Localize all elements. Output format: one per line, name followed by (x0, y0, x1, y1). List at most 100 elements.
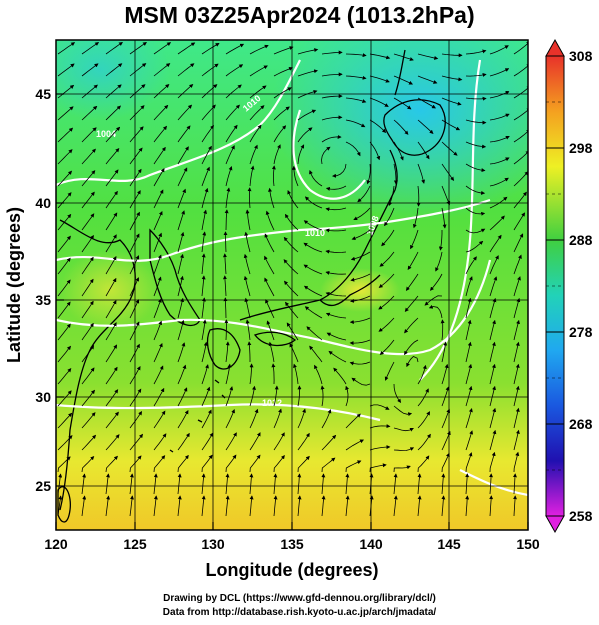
streamline-arrow (153, 276, 162, 297)
streamline-arrow (441, 341, 448, 363)
streamline-arrow (105, 411, 119, 429)
streamline-arrow (223, 297, 228, 319)
streamline-arrow (105, 126, 121, 143)
streamline-arrow (349, 339, 371, 346)
streamline-arrow (177, 473, 182, 495)
streamline-arrow (225, 64, 244, 77)
streamline-arrow (177, 454, 189, 473)
streamline-arrow (273, 125, 287, 143)
streamline-arrow (247, 187, 252, 209)
streamline-arrow (57, 301, 71, 319)
streamline-arrow (291, 165, 299, 187)
streamline-arrow (225, 124, 238, 143)
y-tick-label: 25 (35, 478, 51, 494)
streamline-arrow (129, 299, 140, 319)
streamline-arrow (345, 141, 361, 157)
x-tick-label: 135 (280, 536, 304, 552)
colorbar-tick-label: 288 (569, 232, 593, 248)
streamline-arrow (379, 339, 395, 356)
streamline-arrow (81, 63, 99, 77)
streamline-arrow (57, 235, 71, 253)
streamline-arrow (153, 298, 162, 319)
streamline-arrow (489, 495, 494, 517)
y-tick-label: 30 (35, 389, 51, 405)
streamline-arrow (345, 75, 367, 80)
streamline-arrow (244, 231, 251, 253)
streamline-arrow (225, 495, 230, 517)
streamline-arrow (512, 473, 517, 495)
streamline-arrow (105, 105, 121, 121)
streamline-arrow (105, 234, 117, 253)
streamline-arrow (201, 124, 214, 143)
streamline-arrow (321, 94, 343, 99)
streamline-arrow (369, 53, 391, 60)
streamline-arrow (247, 341, 252, 362)
streamline-arrow (225, 84, 242, 99)
streamline-arrow (283, 236, 299, 253)
map-title: MSM 03Z25Apr2024 (1013.2hPa) (124, 2, 475, 28)
streamline-arrow (393, 465, 411, 473)
streamline-arrow (201, 231, 207, 253)
streamline-arrow (297, 385, 302, 407)
credits: Drawing by DCL (https://www.gfd-dennou.o… (0, 592, 599, 620)
streamline-arrow (57, 149, 73, 165)
streamline-arrow (129, 84, 146, 99)
streamline-arrow (465, 276, 473, 297)
streamline-arrow (201, 275, 206, 297)
streamline-arrow (57, 279, 71, 297)
streamline-arrow (273, 67, 293, 77)
streamline-arrow (225, 166, 233, 187)
streamline-arrow (378, 295, 395, 310)
streamline-arrow (273, 473, 278, 495)
streamline-arrow (81, 234, 94, 253)
streamline-arrow (57, 345, 72, 363)
streamline-arrow (321, 50, 343, 55)
streamline-arrow (345, 413, 361, 429)
streamline-arrow (57, 435, 73, 451)
streamline-arrow (412, 207, 419, 229)
streamline-arrow (513, 254, 522, 275)
x-tick-label: 125 (123, 536, 147, 552)
streamline-arrow (286, 322, 299, 341)
streamline-arrow (264, 277, 275, 297)
streamline-arrow (465, 163, 486, 173)
streamline-arrow (289, 342, 299, 363)
streamline-arrow (465, 319, 472, 341)
streamline-arrow (273, 87, 292, 99)
streamline-arrow (225, 341, 230, 363)
streamline-arrow (465, 430, 474, 451)
streamline-arrow (105, 495, 111, 517)
streamline-arrow (81, 389, 96, 407)
streamline-arrow (153, 495, 158, 517)
streamline-arrow (345, 119, 366, 128)
streamline-arrow (513, 451, 520, 473)
streamline-arrow (369, 424, 391, 429)
streamline-arrow (417, 388, 429, 407)
streamline-arrow (351, 377, 371, 386)
streamline-arrow (393, 97, 412, 110)
streamline-arrow (328, 350, 347, 363)
streamline-arrow (105, 255, 117, 275)
streamline-arrow (249, 432, 261, 451)
streamline-arrow (249, 165, 255, 187)
streamline-arrow (321, 115, 343, 121)
streamline-arrow (245, 209, 251, 231)
streamline-arrow (105, 344, 118, 363)
streamline-arrow (201, 319, 207, 341)
streamline-arrow (225, 43, 245, 55)
streamline-arrow (309, 170, 323, 187)
colorbar-tick-label: 278 (569, 324, 593, 340)
streamline-arrow (393, 53, 414, 61)
streamline-arrow (273, 432, 285, 451)
streamline-arrow (153, 146, 166, 165)
streamline-arrow (153, 125, 168, 143)
streamline-arrow (325, 207, 347, 212)
streamline-arrow (349, 361, 371, 366)
streamline-arrow (57, 367, 72, 385)
streamline-arrow (81, 322, 94, 341)
streamline-arrow (81, 191, 95, 209)
streamline-arrow (153, 455, 166, 473)
streamline-arrow (273, 408, 282, 429)
x-tick-labels: 120 125 130 135 140 145 150 (44, 536, 540, 552)
streamline-arrow (438, 230, 443, 251)
